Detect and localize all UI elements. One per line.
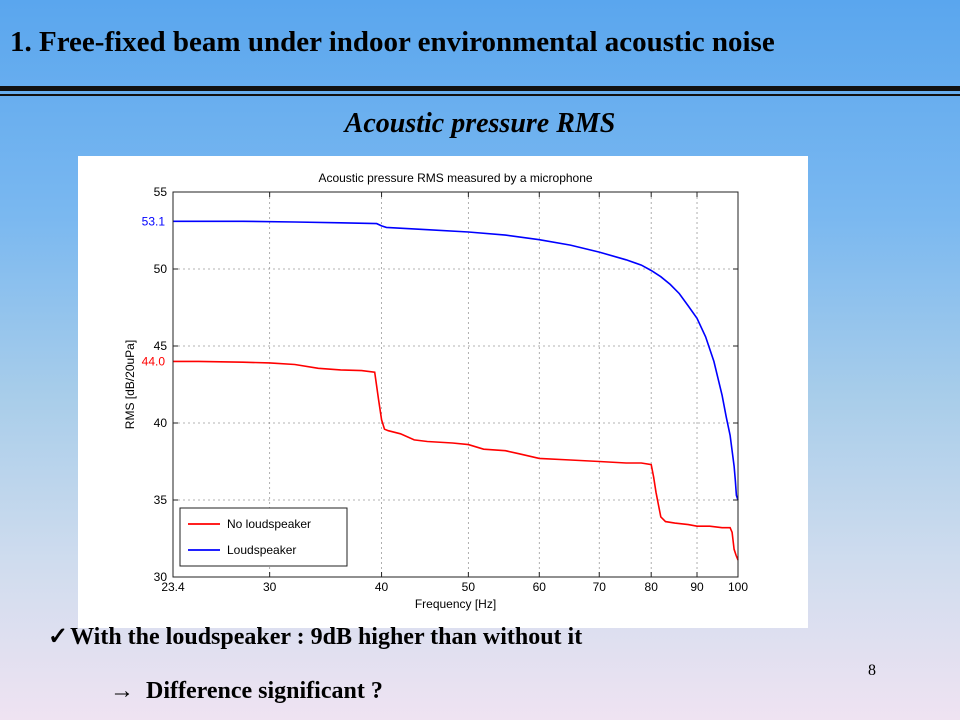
x-tick-label: 60 (533, 580, 547, 594)
value-annotation: 53.1 (142, 214, 166, 228)
checkmark-icon: ✓ (48, 624, 69, 650)
title-bar: 1. Free-fixed beam under indoor environm… (0, 0, 960, 88)
bullet-text: With the loudspeaker : 9dB higher than w… (70, 624, 583, 650)
x-tick-label: 80 (645, 580, 659, 594)
axes-box (172, 191, 739, 578)
value-annotation: 44.0 (142, 354, 166, 368)
chart-title: Acoustic pressure RMS measured by a micr… (318, 171, 592, 185)
question-text: Difference significant ? (146, 678, 383, 704)
slide-title: 1. Free-fixed beam under indoor environm… (10, 26, 775, 58)
y-tick-label: 35 (154, 493, 168, 507)
legend-box (179, 507, 348, 567)
rms-line-chart: 23.4 30 40 50 60 70 80 90 10030354045505553.144.… (123, 171, 748, 611)
legend-label: No loudspeaker (227, 517, 311, 531)
series-line-loudspeaker (173, 220, 739, 501)
x-tick-label: 90 (690, 580, 704, 594)
y-tick-label: 50 (154, 262, 168, 276)
x-tick-label: 70 (593, 580, 607, 594)
x-tick-label: 40 (375, 580, 389, 594)
y-tick-label: 40 (154, 416, 168, 430)
slide-subtitle: Acoustic pressure RMS (344, 108, 616, 139)
title-divider-thin (0, 94, 960, 96)
x-axis-label: Frequency [Hz] (415, 597, 496, 611)
page-number: 8 (868, 662, 876, 679)
legend-label: Loudspeaker (227, 543, 296, 557)
x-tick-label: 23.4 (161, 580, 185, 594)
series-line-no-loudspeaker (173, 360, 739, 561)
arrow-right-icon: → (110, 678, 134, 704)
y-axis-label: RMS [dB/20uPa] (123, 340, 137, 429)
bullet-question: → Difference significant ? (110, 678, 383, 705)
x-tick-label: 100 (728, 580, 748, 594)
x-tick-label: 30 (263, 580, 277, 594)
bullet-loudspeaker-difference: ✓With the loudspeaker : 9dB higher than … (48, 622, 582, 651)
y-tick-label: 45 (154, 339, 168, 353)
x-tick-label: 50 (462, 580, 476, 594)
title-divider-thick (0, 86, 960, 91)
chart-panel: 23.4 30 40 50 60 70 80 90 100 30 35 40 45 50 55 53.1 44.… (78, 156, 808, 628)
y-tick-label: 55 (154, 185, 168, 199)
y-tick-label: 30 (154, 570, 168, 584)
